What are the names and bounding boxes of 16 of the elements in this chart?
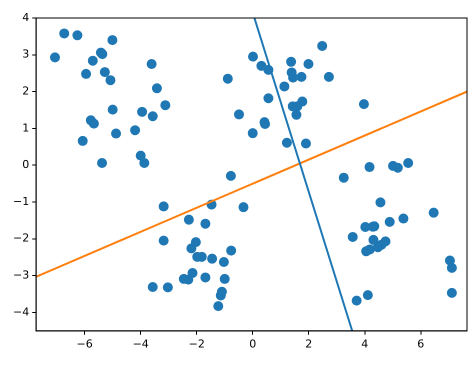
x-tick-label: −2 xyxy=(188,337,205,350)
x-tick-label: 4 xyxy=(361,337,368,350)
x-tick-label: 2 xyxy=(305,337,312,350)
y-tick-label: −4 xyxy=(12,305,30,318)
y-tick-label: 0 xyxy=(22,158,30,172)
x-tick-label: 6 xyxy=(417,337,424,350)
y-tick-label: −3 xyxy=(12,268,30,282)
y-tick-label: 2 xyxy=(22,84,30,98)
y-tick-label: 4 xyxy=(22,10,30,24)
y-tick-label: 1 xyxy=(22,121,30,134)
y-tick-label: 3 xyxy=(22,48,30,61)
y-tick-label: −1 xyxy=(12,194,30,208)
x-tick-label: −4 xyxy=(132,337,149,350)
y-tick-label: −2 xyxy=(12,232,30,245)
x-tick-label: −6 xyxy=(76,337,93,350)
x-tick-label: 0 xyxy=(249,337,256,350)
